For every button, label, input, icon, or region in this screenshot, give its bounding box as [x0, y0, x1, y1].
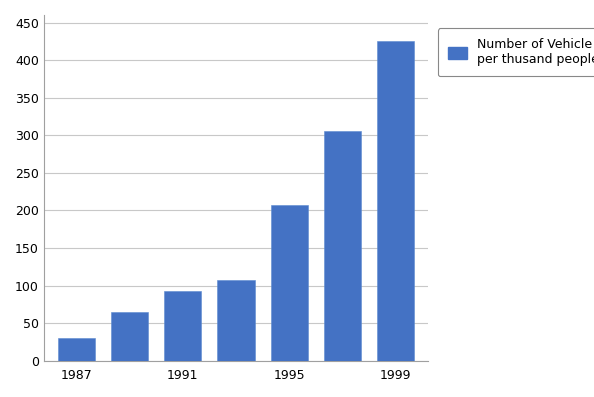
Bar [271, 205, 308, 360]
Bar [324, 131, 361, 360]
Legend: Number of Vehicle
per thusand people: Number of Vehicle per thusand people [438, 28, 594, 76]
Bar [377, 41, 415, 360]
Bar [58, 338, 95, 360]
Bar [111, 312, 148, 360]
Bar [217, 280, 255, 360]
Bar [164, 291, 201, 360]
